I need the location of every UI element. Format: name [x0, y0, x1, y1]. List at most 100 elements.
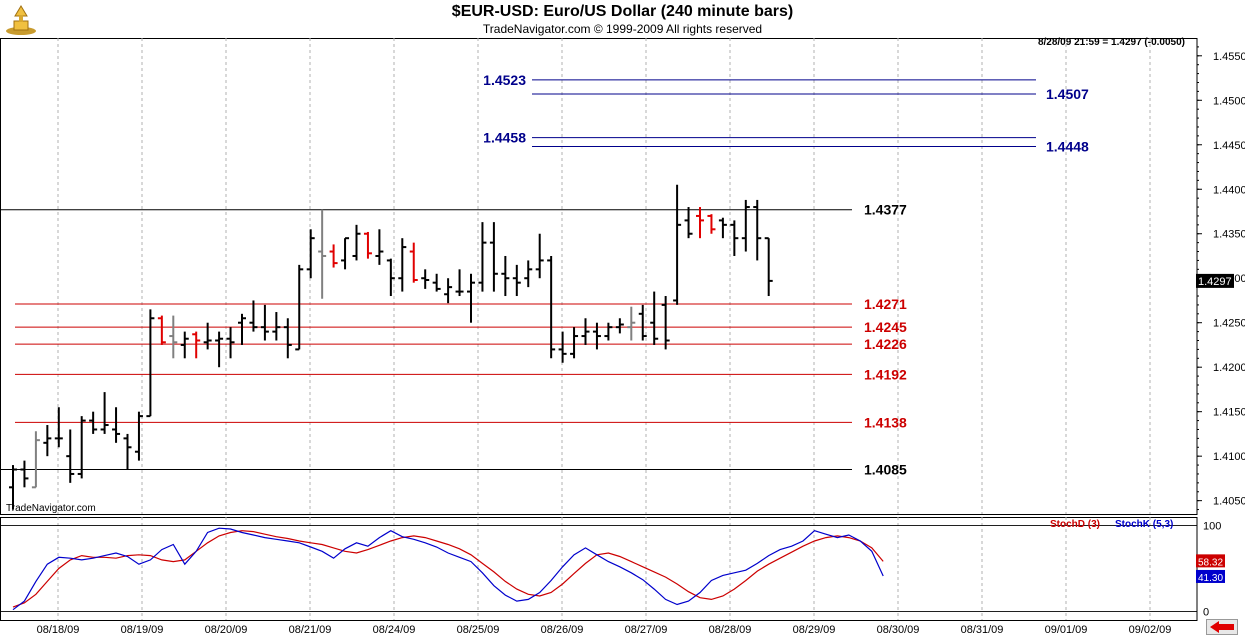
x-tick-label: 08/29/09 [793, 624, 836, 636]
ohlc-bar [615, 318, 624, 334]
level-label: 1.4507 [1046, 86, 1089, 102]
x-tick-label: 08/26/09 [541, 624, 584, 636]
price-grid [0, 38, 1198, 515]
y-tick-label: 1.4250 [1213, 318, 1245, 330]
ohlc-bar [409, 242, 418, 283]
arrow-left-icon [1210, 621, 1234, 633]
ohlc-bar [535, 233, 544, 279]
ohlc-bar [352, 224, 361, 261]
ohlc-bar [627, 306, 636, 341]
level-label: 1.4271 [864, 296, 907, 312]
ohlc-bar [398, 238, 407, 292]
ohlc-bar [192, 331, 201, 359]
ohlc-bar [295, 264, 304, 351]
x-tick-label: 08/30/09 [877, 624, 920, 636]
x-tick-label: 08/21/09 [289, 624, 332, 636]
last-price-label: 1.4297 [1198, 276, 1232, 288]
ohlc-bar [558, 331, 567, 363]
legend-stochd: StochD (3) [1050, 519, 1100, 530]
ohlc-bar [238, 313, 246, 345]
ohlc-bar [386, 258, 395, 297]
ohlc-bar [501, 255, 510, 297]
ohlc-bar [489, 222, 498, 292]
ohlc-bar [77, 416, 86, 479]
ohlc-bar [318, 209, 327, 299]
stoch-series-line [12, 530, 884, 608]
level-label: 1.4377 [864, 202, 907, 218]
stoch-series-line [12, 527, 884, 611]
scroll-left-button[interactable] [1206, 619, 1238, 635]
stochd-value: 58.32 [1198, 557, 1223, 568]
ohlc-bar [375, 229, 384, 265]
stochk-value-tag [1196, 569, 1225, 583]
stoch-tick-label: 0 [1203, 606, 1209, 618]
ohlc-bar [432, 273, 441, 292]
y-tick-label: 1.4050 [1213, 496, 1245, 508]
chart-copyright: TradeNavigator.com © 1999-2009 All right… [482, 22, 763, 36]
stochd-value-tag [1196, 554, 1225, 568]
ohlc-bar [638, 304, 647, 341]
ohlc-bar [146, 309, 155, 418]
level-label: 1.4448 [1046, 139, 1089, 155]
ohlc-bar [180, 331, 189, 359]
ohlc-bar [444, 278, 453, 304]
x-tick-label: 08/28/09 [709, 624, 752, 636]
y-tick-label: 1.4500 [1213, 95, 1245, 107]
ohlc-bar [283, 318, 292, 359]
stoch-lines [12, 527, 884, 611]
ohlc-bar [260, 304, 269, 341]
x-tick-label: 08/19/09 [121, 624, 164, 636]
level-label: 1.4138 [864, 414, 907, 430]
ohlc-bar [89, 411, 98, 434]
ohlc-bar [455, 269, 464, 297]
ohlc-bar [9, 465, 17, 510]
ohlc-bar [684, 207, 693, 239]
ohlc-bar [512, 264, 521, 297]
level-label: 1.4192 [864, 366, 907, 382]
y-tick-label: 1.4100 [1213, 451, 1245, 463]
ohlc-bar [661, 296, 670, 350]
ohlc-bar [341, 237, 350, 270]
x-tick-label: 09/01/09 [1045, 624, 1088, 636]
ohlc-bar [604, 322, 613, 341]
x-tick-label: 08/27/09 [625, 624, 668, 636]
x-tick-label: 08/25/09 [457, 624, 500, 636]
x-tick-label: 09/02/09 [1129, 624, 1172, 636]
stoch-tick-label: 100 [1203, 521, 1221, 533]
y-tick-label: 1.4400 [1213, 184, 1245, 196]
ohlc-bar [20, 460, 29, 488]
ohlc-bar [707, 214, 716, 234]
price-bars [9, 184, 773, 510]
stoch-grid [0, 517, 1198, 621]
level-label: 1.4226 [864, 336, 907, 352]
ohlc-bar [272, 312, 281, 341]
ohlc-bar [249, 300, 258, 332]
ohlc-bar [718, 217, 727, 239]
ohlc-bar [741, 199, 750, 252]
x-tick-label: 08/24/09 [373, 624, 416, 636]
ohlc-bar [54, 407, 63, 448]
ohlc-bar [215, 331, 224, 368]
x-tick-label: 08/20/09 [205, 624, 248, 636]
ohlc-bar [764, 237, 773, 297]
ohlc-bar [157, 315, 166, 345]
level-label: 1.4245 [864, 319, 907, 335]
ohlc-bar [329, 244, 338, 268]
y-tick-label: 1.4200 [1213, 362, 1245, 374]
y-tick-label: 1.4550 [1213, 51, 1245, 63]
y-tick-label: 1.4450 [1213, 140, 1245, 152]
price-panel-border [0, 38, 1198, 515]
ohlc-bar [203, 322, 212, 350]
level-label: 1.4458 [483, 130, 526, 146]
ohlc-bar [66, 429, 75, 483]
ohlc-bar [134, 411, 143, 461]
ohlc-bar [547, 255, 556, 359]
ohlc-bar [112, 407, 121, 443]
last-price-tag [1196, 273, 1234, 288]
stochk-value: 41.30 [1198, 573, 1223, 584]
level-label: 1.4523 [483, 72, 526, 88]
ohlc-bar [730, 220, 739, 256]
ohlc-bar [673, 184, 682, 305]
